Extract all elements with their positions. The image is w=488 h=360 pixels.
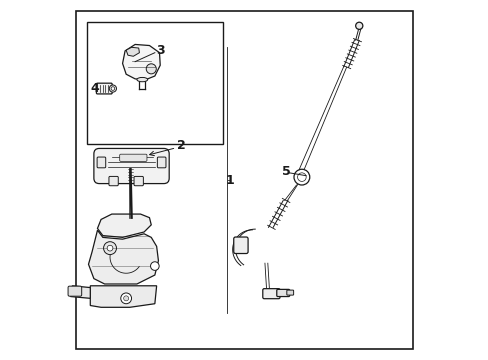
Text: 5: 5 [282,165,290,177]
FancyBboxPatch shape [109,176,118,186]
FancyBboxPatch shape [96,83,112,94]
FancyBboxPatch shape [120,154,147,161]
FancyBboxPatch shape [94,148,169,184]
FancyBboxPatch shape [262,289,280,299]
Circle shape [121,293,131,304]
Circle shape [111,87,115,90]
Circle shape [297,173,305,181]
Polygon shape [122,44,160,80]
Polygon shape [126,47,139,56]
FancyBboxPatch shape [276,289,289,297]
Circle shape [355,22,362,30]
Polygon shape [97,214,151,237]
FancyBboxPatch shape [97,157,105,168]
Text: 2: 2 [177,139,186,152]
Polygon shape [88,230,158,284]
Circle shape [107,245,113,251]
Polygon shape [90,286,156,307]
Text: 3: 3 [156,44,164,57]
FancyBboxPatch shape [157,157,165,168]
Circle shape [123,296,128,301]
Ellipse shape [137,77,147,82]
Bar [86,22,223,144]
FancyBboxPatch shape [233,237,247,253]
FancyBboxPatch shape [134,176,143,186]
Polygon shape [70,286,90,298]
FancyBboxPatch shape [68,286,81,296]
Text: 4: 4 [90,82,99,95]
Circle shape [293,169,309,185]
Circle shape [109,85,116,92]
FancyBboxPatch shape [286,290,293,295]
Circle shape [150,262,159,270]
Circle shape [146,64,156,74]
Circle shape [103,242,116,255]
Text: 1: 1 [224,174,233,186]
